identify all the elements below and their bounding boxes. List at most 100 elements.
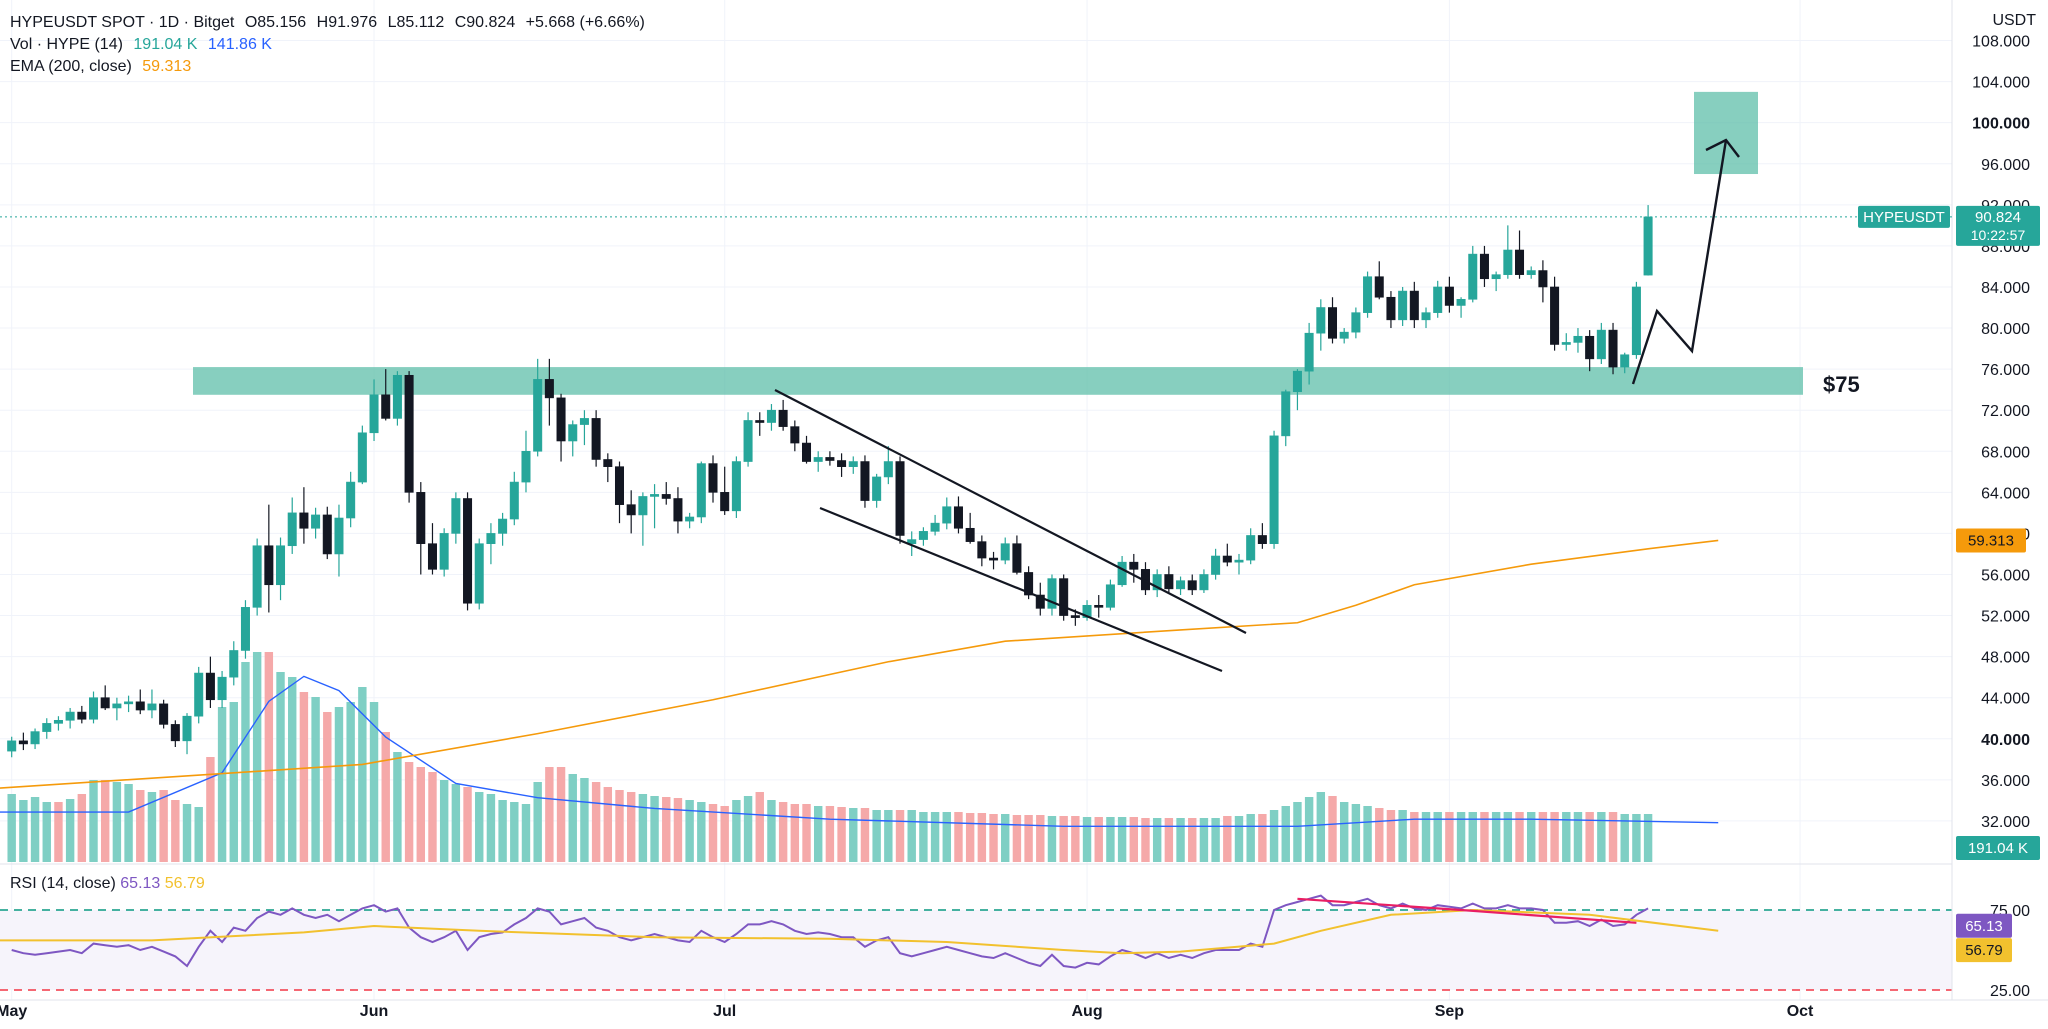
volume-bar — [171, 800, 180, 862]
volume-bar — [673, 798, 683, 862]
volume-bar — [1562, 812, 1571, 862]
candle-body — [311, 514, 321, 529]
volume-bar — [1211, 818, 1220, 862]
volume-bar — [1234, 816, 1244, 862]
countdown-tag: 10:22:57 — [1971, 227, 2026, 243]
candle-body — [1538, 270, 1548, 288]
candle-body — [953, 506, 963, 529]
candle-body — [1176, 580, 1186, 590]
candle-body — [930, 522, 940, 532]
high-value: H91.976 — [316, 14, 378, 31]
candle-body — [1094, 604, 1104, 608]
volume-bar — [1328, 796, 1337, 862]
symbol-tag-bg — [1858, 205, 1950, 228]
candle-body — [357, 432, 367, 483]
volume-bar — [1106, 817, 1115, 862]
candle-body — [1620, 354, 1630, 368]
candle-body — [638, 496, 648, 516]
candle-body — [1152, 574, 1162, 591]
projection-path — [1631, 139, 1728, 385]
volume-bar — [977, 813, 987, 862]
candle-body — [533, 379, 543, 452]
candle-body — [65, 711, 75, 721]
support-zone-layer: $75 — [193, 91, 1860, 397]
volume-bar — [1515, 812, 1524, 862]
level-label: $75 — [1823, 372, 1860, 397]
candle-body — [194, 672, 204, 717]
candle-body — [708, 463, 718, 493]
candle-body — [942, 506, 952, 524]
candle-body — [661, 494, 671, 499]
rsi-legend: RSI (14, close) 65.13 56.79 — [10, 875, 205, 893]
candle-body — [907, 539, 917, 544]
volume-tag-bg — [1956, 836, 2040, 860]
volume-bar — [346, 702, 355, 862]
volume-bar — [1269, 810, 1279, 862]
volume-bar — [1597, 812, 1606, 862]
volume-bar — [1573, 812, 1583, 862]
volume-bar — [720, 806, 729, 862]
volume-bar — [112, 782, 122, 862]
candle-body — [474, 543, 484, 604]
candle-body — [614, 466, 625, 505]
volume-bar — [358, 687, 367, 862]
candle-body — [685, 516, 695, 522]
ema-label: EMA (200, close) — [10, 58, 132, 75]
rsi-ma-line — [0, 908, 1719, 955]
volume-bar — [276, 672, 285, 862]
candle-body — [1047, 578, 1057, 609]
candle-body — [18, 740, 28, 745]
rsi-pane — [0, 863, 2048, 991]
volume-bar — [1071, 816, 1080, 862]
volume-bar — [1491, 812, 1501, 862]
time-label: Oct — [1787, 1003, 1814, 1020]
price-tick-label: 32.000 — [1981, 814, 2030, 831]
candle-body — [1199, 574, 1209, 591]
ema-line-layer — [0, 539, 1719, 789]
volume-bar — [907, 810, 916, 862]
volume-bar — [182, 804, 192, 862]
volume-bar — [662, 797, 671, 862]
currency-label[interactable]: USDT — [1992, 12, 2036, 29]
price-tick-label: 104.000 — [1972, 75, 2030, 92]
time-label: Aug — [1071, 1003, 1102, 1020]
volume-bar — [860, 808, 870, 862]
rsi-band — [0, 910, 1952, 990]
candle-body — [743, 420, 753, 462]
volume-bar — [1152, 818, 1162, 862]
volume-bar — [1608, 812, 1618, 862]
candle-body — [1433, 286, 1443, 313]
candle-body — [205, 672, 215, 701]
volume-bar — [393, 752, 402, 862]
volume-bar — [1410, 812, 1419, 862]
rsi-value: 65.13 — [120, 875, 161, 892]
candle-body — [1550, 286, 1560, 345]
candle-body — [1596, 329, 1606, 360]
candle-body — [404, 374, 414, 493]
volume-bar — [872, 810, 881, 862]
volume-bar — [217, 707, 227, 862]
candle-body — [53, 719, 63, 724]
symbol-tag: HYPEUSDT — [1863, 209, 1945, 226]
candle-body — [720, 492, 730, 512]
volume-bar — [54, 802, 63, 862]
volume-bar — [802, 804, 811, 862]
candle-body — [1269, 435, 1279, 544]
candle-body — [147, 703, 157, 711]
volume-bar — [1188, 818, 1197, 862]
volume-bar — [837, 807, 846, 862]
volume-bar — [685, 800, 694, 862]
volume-bar — [743, 796, 753, 862]
candle-body — [392, 374, 402, 419]
volume-bar — [1468, 812, 1477, 862]
candle-body — [1129, 561, 1139, 570]
volume-bar — [884, 810, 893, 862]
candle-body — [451, 498, 461, 534]
volume-bar — [1503, 812, 1513, 862]
candle-body — [30, 731, 40, 745]
price-tick-label: 56.000 — [1981, 567, 2030, 584]
volume-bar — [1632, 814, 1641, 862]
volume-bar — [498, 800, 507, 862]
volume-bar — [849, 808, 858, 862]
